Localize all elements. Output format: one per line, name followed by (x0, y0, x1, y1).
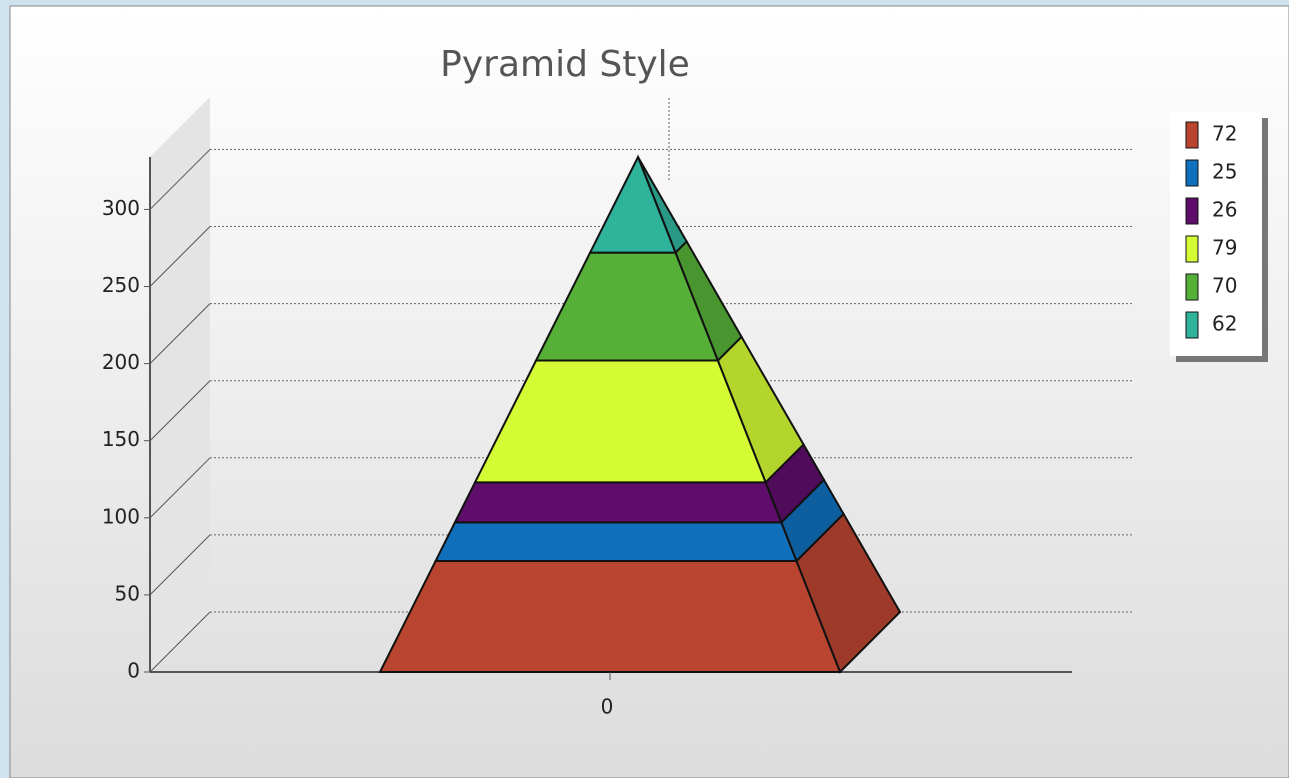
grid-diagonal (149, 534, 211, 596)
legend-box (1170, 112, 1262, 356)
grid-diagonal (149, 380, 211, 442)
legend-swatch (1185, 273, 1199, 301)
y-tick-label: 0 (127, 659, 140, 683)
pyramid-segment (433, 521, 798, 562)
legend-label: 26 (1212, 198, 1237, 222)
legend-swatch (1185, 311, 1199, 339)
legend-label: 79 (1212, 236, 1237, 260)
grid-diagonal (149, 611, 211, 673)
y-tick-label: 200 (102, 350, 140, 374)
legend-swatch (1185, 159, 1199, 187)
y-tick-label: 100 (102, 504, 140, 528)
y-tick-label: 300 (102, 196, 140, 220)
legend-swatch (1185, 197, 1199, 225)
grid-diagonal (149, 226, 211, 287)
legend-label: 70 (1212, 274, 1237, 298)
pyramid-segment (378, 559, 842, 673)
grid-diagonal (149, 149, 211, 210)
pyramid-segment (453, 481, 783, 524)
y-tick-label: 250 (102, 273, 140, 297)
legend-label: 72 (1212, 122, 1237, 146)
pyramid-segment (588, 154, 677, 254)
legend-swatch (1185, 121, 1199, 149)
grid-diagonal (149, 303, 211, 364)
legend-label: 25 (1212, 160, 1237, 184)
y-tick-label: 50 (115, 581, 140, 605)
legend-label: 62 (1212, 312, 1237, 336)
chart-title: Pyramid Style (440, 44, 690, 85)
x-tick-label: 0 (601, 695, 614, 719)
legend-swatch (1185, 235, 1199, 263)
y-tick-label: 150 (102, 427, 140, 451)
grid-diagonal (149, 457, 211, 519)
back-wall (150, 97, 210, 672)
